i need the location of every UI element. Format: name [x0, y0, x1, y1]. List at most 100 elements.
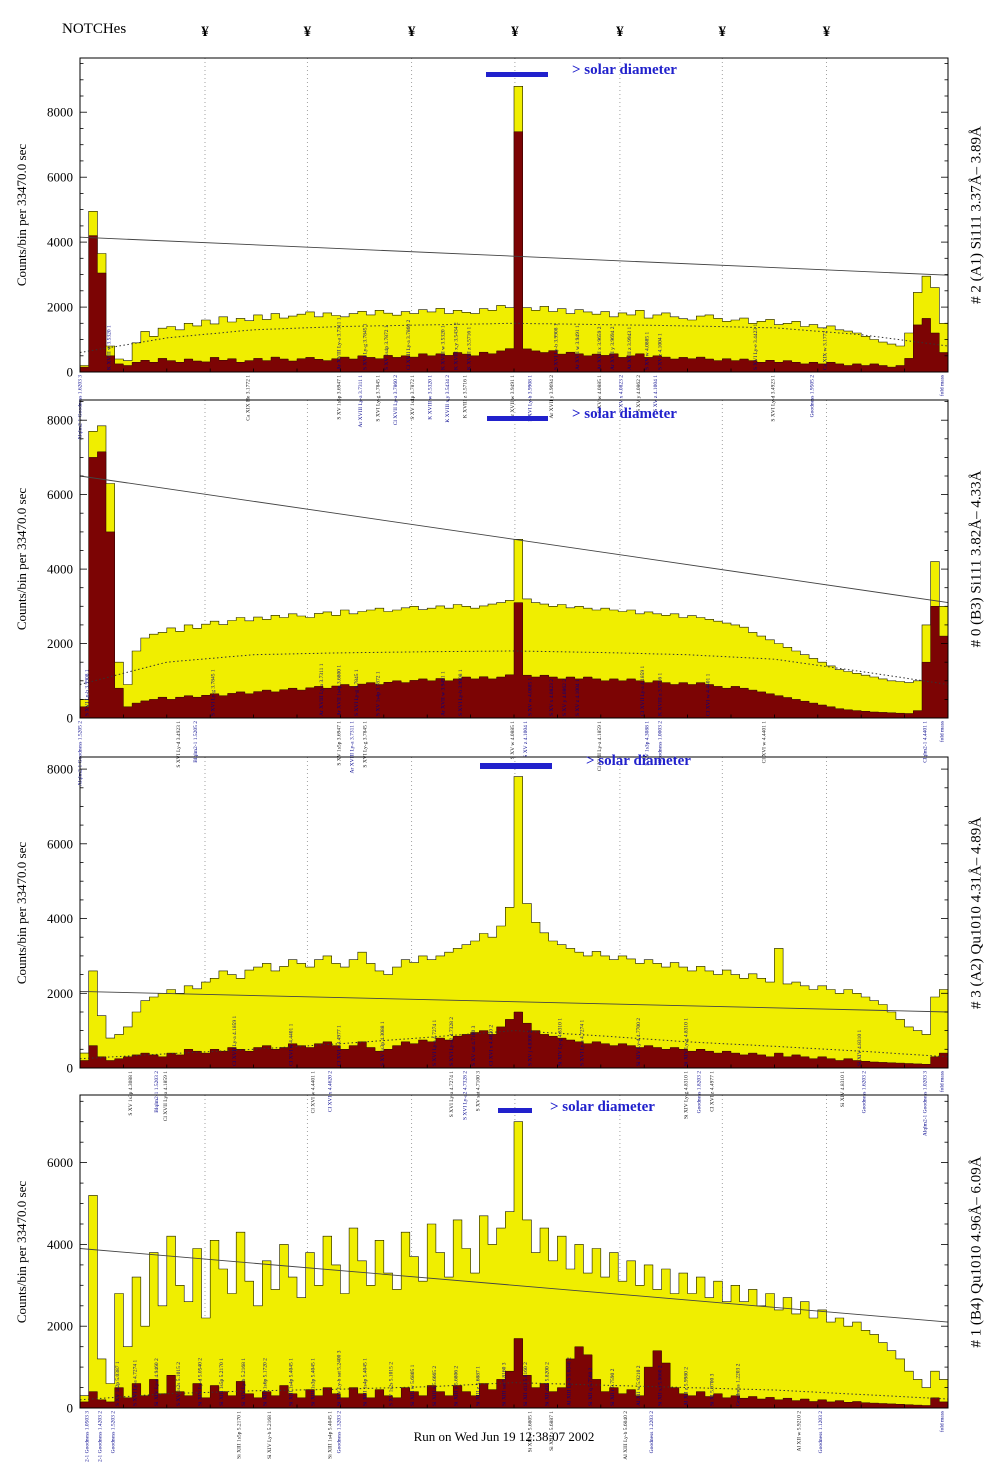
line-label: S XV w 4.0885 1: [510, 721, 516, 760]
line-label: Alqlm2-1 Goodness 1.6203 3: [78, 375, 84, 440]
line-label: Cl XVII Ly-a 3.7860 2: [406, 319, 412, 370]
line-label: Alqlm2-1 Goodness 1.0203 3: [922, 1071, 928, 1136]
line-label: Si XIII w 5.6805 1: [527, 1411, 533, 1453]
line-label: Si XII s,t 5.8660 2: [658, 1365, 664, 1406]
axis-tick-label: 2000: [47, 1319, 73, 1334]
axis-tick-label: 4000: [47, 1237, 73, 1252]
axis-tick-label: 0: [67, 1401, 74, 1416]
line-label: Al XII w 5.9210 2: [796, 1411, 802, 1452]
fit-curve: [79, 322, 949, 353]
line-label: Si XIII 1s5p 5.2170 1: [237, 1411, 243, 1459]
line-label: Si XIII z 5.6887 1: [475, 1366, 481, 1406]
line-label: Si XIII 1s4p 5.4045 1: [362, 1358, 368, 1406]
line-label: Cl XVI z 4.4977 1: [710, 1071, 716, 1112]
line-label: S XV 1s3p 4.3088 1: [128, 1071, 134, 1116]
line-label: Si XII q 5.7560 2: [588, 1367, 594, 1406]
line-label: Goodness 1.8203 2: [697, 1071, 703, 1114]
notch-marker: ¥: [304, 24, 312, 40]
line-label: S XV y 4.0862 2: [562, 679, 568, 716]
line-label: Goodness 1.0003 2: [658, 721, 664, 764]
y-axis-label-panel-3: Counts/bin per 33470.0 sec: [14, 1180, 29, 1324]
line-label: Alqlm2-1 Goodness 1.5205 2: [78, 721, 84, 786]
line-label: S XVI Ly-e 3.4423 1: [753, 323, 759, 370]
line-label: Cl XVI w 4.4401 1: [289, 1023, 295, 1066]
solar-diameter-bar-1: [487, 416, 548, 421]
line-label: Si XIV 4.8310 1: [840, 1071, 846, 1108]
notch-marker: ¥: [719, 24, 727, 40]
line-label: Si XIII 1s4p 5.4045 1: [328, 1411, 334, 1459]
line-label: Si XII r 5.7590 2: [610, 1368, 616, 1406]
line-label: Cl XVI x 4.4620 2: [328, 1071, 334, 1112]
line-label: S XVI Ly-a2 4.7328 2: [449, 1017, 455, 1066]
line-label: Goodness 1.3203 2: [336, 1411, 342, 1454]
notch-marker: ¥: [511, 24, 519, 40]
line-label: Clqlm2-1 4.4401 1: [922, 721, 928, 763]
line-label: S XV x 4.0823 2: [619, 375, 625, 412]
line-label: fold mass: [939, 1411, 946, 1432]
spectrum-total: [79, 1121, 949, 1409]
line-label: Ca XIX He 3.1772 1: [245, 375, 251, 421]
axis-tick-label: 2000: [47, 636, 73, 651]
line-label: S XVI Ly-g 3.7845 1: [354, 669, 360, 716]
line-label: Ar XVII y 3.9694 2: [549, 375, 555, 419]
axis-tick-label: 8000: [47, 105, 73, 120]
line-label: S XV x 4.0823 2: [549, 679, 555, 716]
line-label: S XVI Ly-a 4.7274 1: [579, 1019, 585, 1066]
trend-line: [79, 236, 949, 276]
axis-tick-label: 6000: [47, 836, 73, 851]
line-label: Si XIII w 5.6805 1: [410, 1364, 416, 1406]
fit-curve: [79, 650, 949, 685]
trend-line: [79, 990, 949, 1013]
trend-line: [79, 1248, 949, 1323]
line-label: Si XIV Ly-b 5.2168 1: [267, 1411, 273, 1459]
line-label: S XV sat 4.7100 3: [471, 1025, 477, 1066]
line-label: Ar XVII z 3.9943 1: [627, 327, 633, 370]
line-label: K XVIII w 3.5320 1: [106, 325, 112, 370]
spectrum-total: [79, 776, 949, 1069]
line-label: Si XIV Ly-b sat 5.2400 3: [336, 1350, 342, 1406]
line-label: S XVI Ly-d 3.4923 1: [176, 721, 182, 768]
line-label: K XVIII w 3.5320 1: [441, 325, 447, 370]
line-label: S XVI Ly-b 3.9908 1: [553, 323, 559, 370]
panel-3: 0 2000 4000 6000 Alqlm2-1 Goodness 1.0503 3 B…: [47, 1094, 949, 1462]
y-axis-label-panel-1: Counts/bin per 33470.0 sec: [14, 487, 29, 631]
line-label: S XVI Ly-d 3.4923 1: [770, 375, 776, 422]
line-label: K XVIII z 3.5716 1: [467, 327, 473, 370]
line-label: S XV 1s5p 3.6947 1: [336, 375, 342, 420]
solar-diameter-label-1: > solar diameter: [572, 406, 677, 422]
line-label: S XV w 4.0885 1: [597, 375, 603, 414]
line-label: Goodness 1.1203 2: [818, 1411, 824, 1454]
line-label: Ar XVIII Ly-a 3.7311 1: [358, 375, 364, 428]
line-label: S XV 1s2s 5.1015 2: [389, 1362, 395, 1406]
axis-tick-label: 6000: [47, 1155, 73, 1170]
line-label: Al XIII Ly-b 5.6040 2: [566, 1357, 572, 1406]
line-label: S XVI Ly-b 3.9908 1: [527, 375, 533, 422]
line-label: S XVI Ly-b 3.9908 1: [85, 669, 91, 716]
line-label: Cl XVII Ly-a 4.1859 1: [232, 1015, 238, 1066]
line-label: Ca XIX w 3.1772 1: [823, 327, 829, 370]
panel-title-2: # 3 (A2) Qu1010 4.31Å– 4.89Å: [968, 816, 985, 1010]
spectrum-background: [79, 131, 949, 373]
line-label: S XV w 4.0885 1: [645, 331, 651, 370]
trend-line: [79, 475, 949, 604]
line-label: Cl XVI w 4.4401 1: [705, 673, 711, 716]
line-label: Si XIII sat 5.8160 3: [501, 1362, 507, 1406]
line-label: Si XIV Ly-e 4.9460 2: [154, 1358, 160, 1406]
y-axis-label-panel-2: Counts/bin per 33470.0 sec: [14, 841, 29, 985]
fit-curve: [79, 1030, 949, 1060]
line-label: S XV z 4.1004 1: [653, 375, 659, 412]
line-label: Si XIII y 5.6806 2: [454, 1366, 460, 1406]
notch-marker: ¥: [408, 24, 416, 40]
line-label: Si XIII x 5.6665 2: [432, 1366, 438, 1406]
line-label: Ar XVIII Ly-a 3.7311 1: [349, 721, 355, 774]
line-label: Si XIV Ly-b 5.2168 1: [241, 1358, 247, 1406]
line-label: S XV y 4.0862 2: [636, 375, 642, 412]
line-label: Si XIV Ly-d 5.0540 2: [198, 1358, 204, 1406]
line-label: fold mass: [939, 375, 946, 396]
line-label: Si XIV Ly-d 4.7700 2: [636, 1018, 642, 1066]
line-label: Si XIII 1s3p 5.4045 1: [310, 1358, 316, 1406]
line-label: Si XIII z 5.6887 1: [549, 1411, 555, 1451]
line-label: S XVI Ly-g 3.7845 1: [376, 375, 382, 422]
line-label: Cl XVI w 4.4401 1: [762, 721, 768, 764]
